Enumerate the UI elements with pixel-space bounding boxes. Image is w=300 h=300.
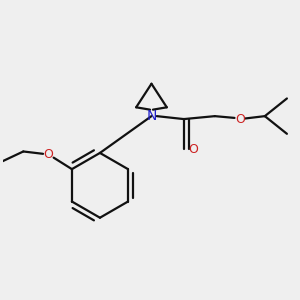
- Text: N: N: [146, 109, 157, 123]
- Text: O: O: [44, 148, 53, 161]
- Text: O: O: [235, 112, 245, 126]
- Text: O: O: [188, 143, 198, 157]
